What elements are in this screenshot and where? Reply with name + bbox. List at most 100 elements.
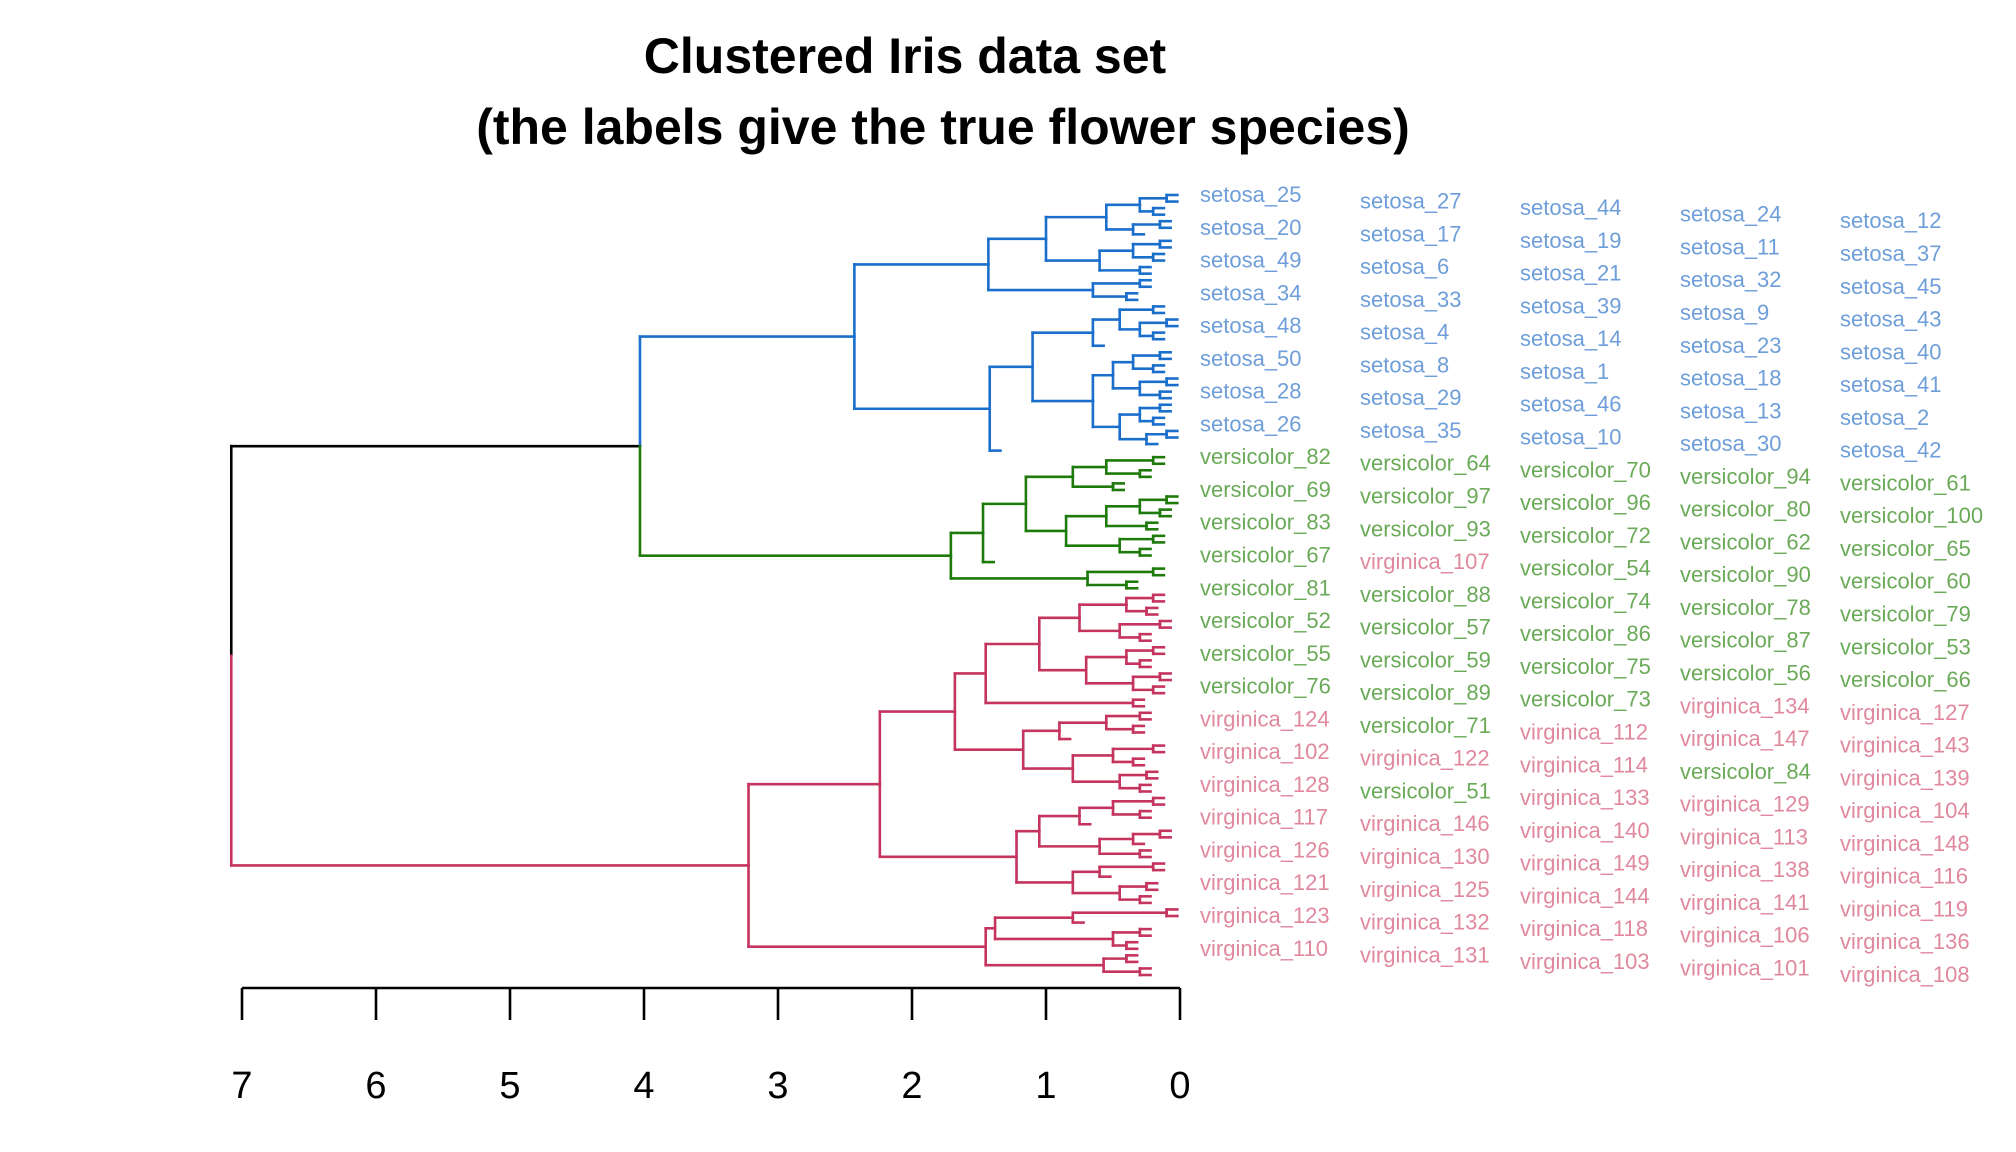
leaf-label-versicolor-51: versicolor_51 [1360,778,1491,803]
leaf-label-virginica-114: virginica_114 [1520,752,1648,777]
leaf-label-versicolor-76: versicolor_76 [1200,674,1331,699]
leaf-label-virginica-121: virginica_121 [1200,870,1330,895]
chart-title-line-1: Clustered Iris data set [644,28,1167,84]
leaf-label-versicolor-89: versicolor_89 [1360,680,1491,705]
leaf-label-virginica-141: virginica_141 [1680,890,1810,915]
leaf-label-setosa-48: setosa_48 [1200,313,1302,338]
leaf-label-versicolor-94: versicolor_94 [1680,464,1811,489]
leaf-label-versicolor-55: versicolor_55 [1200,641,1331,666]
leaf-label-virginica-102: virginica_102 [1200,739,1330,764]
leaf-label-versicolor-64: versicolor_64 [1360,451,1491,476]
leaf-label-versicolor-83: versicolor_83 [1200,510,1331,535]
leaf-label-versicolor-80: versicolor_80 [1680,497,1811,522]
leaf-label-virginica-122: virginica_122 [1360,746,1490,771]
leaf-label-virginica-143: virginica_143 [1840,733,1970,758]
x-tick-label: 3 [767,1065,788,1107]
leaf-label-virginica-131: virginica_131 [1360,942,1490,967]
x-tick-label: 1 [1035,1065,1056,1107]
leaf-label-virginica-101: virginica_101 [1680,955,1810,980]
leaf-label-virginica-136: virginica_136 [1840,929,1970,954]
x-axis: 7 6 5 4 3 2 1 0 [231,986,1191,1107]
leaf-label-setosa-17: setosa_17 [1360,221,1462,246]
leaf-label-versicolor-72: versicolor_72 [1520,523,1651,548]
leaf-label-versicolor-86: versicolor_86 [1520,621,1651,646]
leaf-label-setosa-29: setosa_29 [1360,385,1462,410]
leaf-label-virginica-144: virginica_144 [1520,883,1650,908]
leaf-label-versicolor-70: versicolor_70 [1520,457,1651,482]
leaf-label-versicolor-61: versicolor_61 [1840,470,1971,495]
leaf-label-setosa-32: setosa_32 [1680,267,1782,292]
leaf-label-versicolor-62: versicolor_62 [1680,529,1811,554]
leaf-label-virginica-124: virginica_124 [1200,706,1330,731]
leaf-label-versicolor-60: versicolor_60 [1840,569,1971,594]
leaf-label-versicolor-52: versicolor_52 [1200,608,1331,633]
leaf-label-setosa-43: setosa_43 [1840,307,1942,332]
leaf-label-setosa-49: setosa_49 [1200,248,1302,273]
x-tick-label: 5 [499,1065,520,1107]
leaf-label-versicolor-74: versicolor_74 [1520,588,1651,613]
leaf-label-setosa-23: setosa_23 [1680,333,1782,358]
leaf-label-setosa-1: setosa_1 [1520,359,1609,384]
x-tick-label: 6 [365,1065,386,1107]
x-tick-label: 2 [901,1065,922,1107]
leaf-label-virginica-110: virginica_110 [1200,936,1328,961]
leaf-label-setosa-37: setosa_37 [1840,241,1942,266]
leaf-label-virginica-106: virginica_106 [1680,923,1810,948]
leaf-label-versicolor-90: versicolor_90 [1680,562,1811,587]
leaf-label-versicolor-65: versicolor_65 [1840,536,1971,561]
leaf-label-virginica-139: virginica_139 [1840,765,1970,790]
leaf-label-setosa-18: setosa_18 [1680,366,1782,391]
leaf-label-setosa-4: setosa_4 [1360,320,1449,345]
leaf-label-virginica-103: virginica_103 [1520,949,1650,974]
leaf-label-versicolor-97: versicolor_97 [1360,484,1491,509]
leaf-label-versicolor-75: versicolor_75 [1520,654,1651,679]
leaf-label-setosa-35: setosa_35 [1360,418,1462,443]
leaf-label-setosa-9: setosa_9 [1680,300,1769,325]
leaf-label-virginica-107: virginica_107 [1360,549,1490,574]
leaf-label-virginica-148: virginica_148 [1840,831,1970,856]
leaf-label-virginica-147: virginica_147 [1680,726,1810,751]
leaf-label-virginica-132: virginica_132 [1360,910,1490,935]
leaf-label-setosa-24: setosa_24 [1680,202,1782,227]
leaf-label-virginica-138: virginica_138 [1680,857,1810,882]
leaf-label-virginica-126: virginica_126 [1200,837,1330,862]
leaf-label-versicolor-100: versicolor_100 [1840,503,1983,528]
leaf-label-setosa-13: setosa_13 [1680,398,1782,423]
leaf-label-virginica-127: virginica_127 [1840,700,1970,725]
leaf-label-versicolor-66: versicolor_66 [1840,667,1971,692]
leaf-label-setosa-2: setosa_2 [1840,405,1929,430]
leaf-label-virginica-108: virginica_108 [1840,962,1970,987]
leaf-label-versicolor-82: versicolor_82 [1200,444,1331,469]
leaf-label-setosa-10: setosa_10 [1520,425,1622,450]
leaf-label-versicolor-53: versicolor_53 [1840,634,1971,659]
leaf-label-setosa-39: setosa_39 [1520,293,1622,318]
leaf-label-virginica-119: virginica_119 [1840,896,1968,921]
leaf-label-virginica-128: virginica_128 [1200,772,1330,797]
leaf-label-setosa-20: setosa_20 [1200,215,1302,240]
leaf-label-setosa-46: setosa_46 [1520,392,1622,417]
leaf-label-setosa-41: setosa_41 [1840,372,1942,397]
x-tick-label: 0 [1169,1065,1190,1107]
leaf-label-versicolor-81: versicolor_81 [1200,575,1331,600]
leaf-label-versicolor-67: versicolor_67 [1200,543,1331,568]
leaf-label-setosa-34: setosa_34 [1200,280,1302,305]
leaf-label-setosa-30: setosa_30 [1680,431,1782,456]
leaf-label-virginica-125: virginica_125 [1360,877,1490,902]
leaf-label-virginica-129: virginica_129 [1680,792,1810,817]
leaf-label-versicolor-56: versicolor_56 [1680,660,1811,685]
leaf-label-setosa-33: setosa_33 [1360,287,1462,312]
leaf-label-versicolor-69: versicolor_69 [1200,477,1331,502]
dendrogram-branches [229,193,1179,977]
leaf-label-versicolor-79: versicolor_79 [1840,601,1971,626]
leaf-label-setosa-6: setosa_6 [1360,254,1449,279]
leaf-label-setosa-19: setosa_19 [1520,228,1622,253]
leaf-label-setosa-12: setosa_12 [1840,208,1942,233]
x-tick-label: 7 [231,1065,252,1107]
leaf-label-setosa-42: setosa_42 [1840,438,1942,463]
leaf-label-virginica-146: virginica_146 [1360,811,1490,836]
leaf-label-versicolor-54: versicolor_54 [1520,556,1651,581]
leaf-label-setosa-25: setosa_25 [1200,182,1302,207]
leaf-label-versicolor-73: versicolor_73 [1520,687,1651,712]
leaf-label-setosa-26: setosa_26 [1200,411,1302,436]
